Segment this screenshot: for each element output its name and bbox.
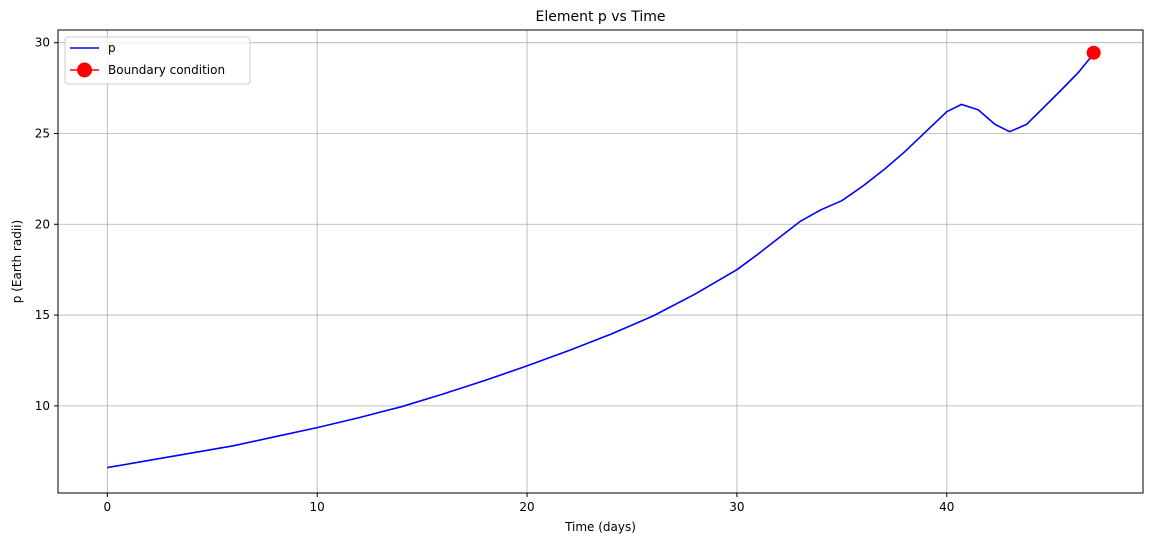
x-tick-label: 0	[103, 500, 111, 514]
chart-title: Element p vs Time	[535, 9, 665, 25]
x-tick-label: 10	[310, 500, 325, 514]
legend-box	[64, 36, 251, 85]
grid-lines	[58, 30, 1143, 493]
y-tick-label: 10	[35, 399, 50, 413]
plot-series	[107, 45, 1101, 469]
boundary-condition-point	[1086, 45, 1101, 60]
x-tick-label: 30	[729, 500, 744, 514]
legend-boundary-marker-swatch	[77, 62, 92, 78]
y-tick-label: 30	[35, 36, 50, 50]
legend-p-label: p	[108, 41, 116, 55]
x-axis-label: Time (days)	[564, 520, 636, 534]
legend-boundary-label: Boundary condition	[108, 63, 225, 77]
y-axis-label: p (Earth radii)	[10, 220, 24, 303]
x-tick-label: 20	[519, 500, 534, 514]
x-tick-label: 40	[939, 500, 954, 514]
series-line-p	[107, 53, 1095, 469]
y-tick-label: 25	[35, 126, 50, 140]
y-tick-label: 15	[35, 308, 50, 322]
y-axis-ticks: 10 15 20 25 30	[35, 36, 58, 413]
legend: p Boundary condition	[64, 36, 251, 85]
y-tick-label: 20	[35, 217, 50, 231]
plot-frame	[57, 29, 1144, 494]
x-axis-ticks: 0 10 20 30 40	[103, 493, 954, 514]
